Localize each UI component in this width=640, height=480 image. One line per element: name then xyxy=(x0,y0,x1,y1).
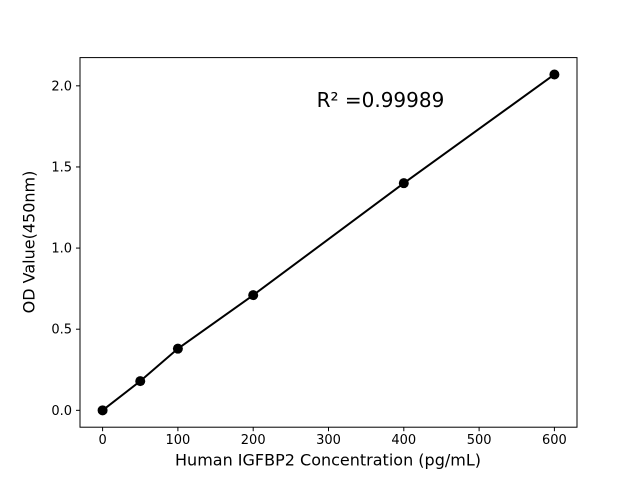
data-point-marker xyxy=(172,343,183,354)
x-tick-label: 100 xyxy=(165,433,190,448)
data-point-marker xyxy=(248,290,259,301)
x-tick-label: 0 xyxy=(98,433,106,448)
x-tick-label: 200 xyxy=(241,433,266,448)
r-squared-annotation: R² =0.99989 xyxy=(316,88,445,113)
x-tick-label: 500 xyxy=(467,433,492,448)
data-point-marker xyxy=(135,376,146,387)
data-point-marker xyxy=(549,69,560,80)
x-tick-label: 300 xyxy=(316,433,341,448)
data-point-marker xyxy=(97,405,108,416)
y-tick-label: 1.0 xyxy=(51,242,72,257)
y-tick-label: 2.0 xyxy=(51,79,72,94)
y-tick-label: 0.5 xyxy=(51,323,72,338)
x-tick-label: 600 xyxy=(542,433,567,448)
standard-curve-line xyxy=(101,73,555,412)
x-tick-label: 400 xyxy=(391,433,416,448)
y-axis-label: OD Value(450nm) xyxy=(19,170,39,314)
x-axis-label: Human IGFBP2 Concentration (pg/mL) xyxy=(175,450,481,470)
y-tick-label: 0.0 xyxy=(51,404,72,419)
y-tick-label: 1.5 xyxy=(51,160,72,175)
data-point-marker xyxy=(398,178,409,189)
